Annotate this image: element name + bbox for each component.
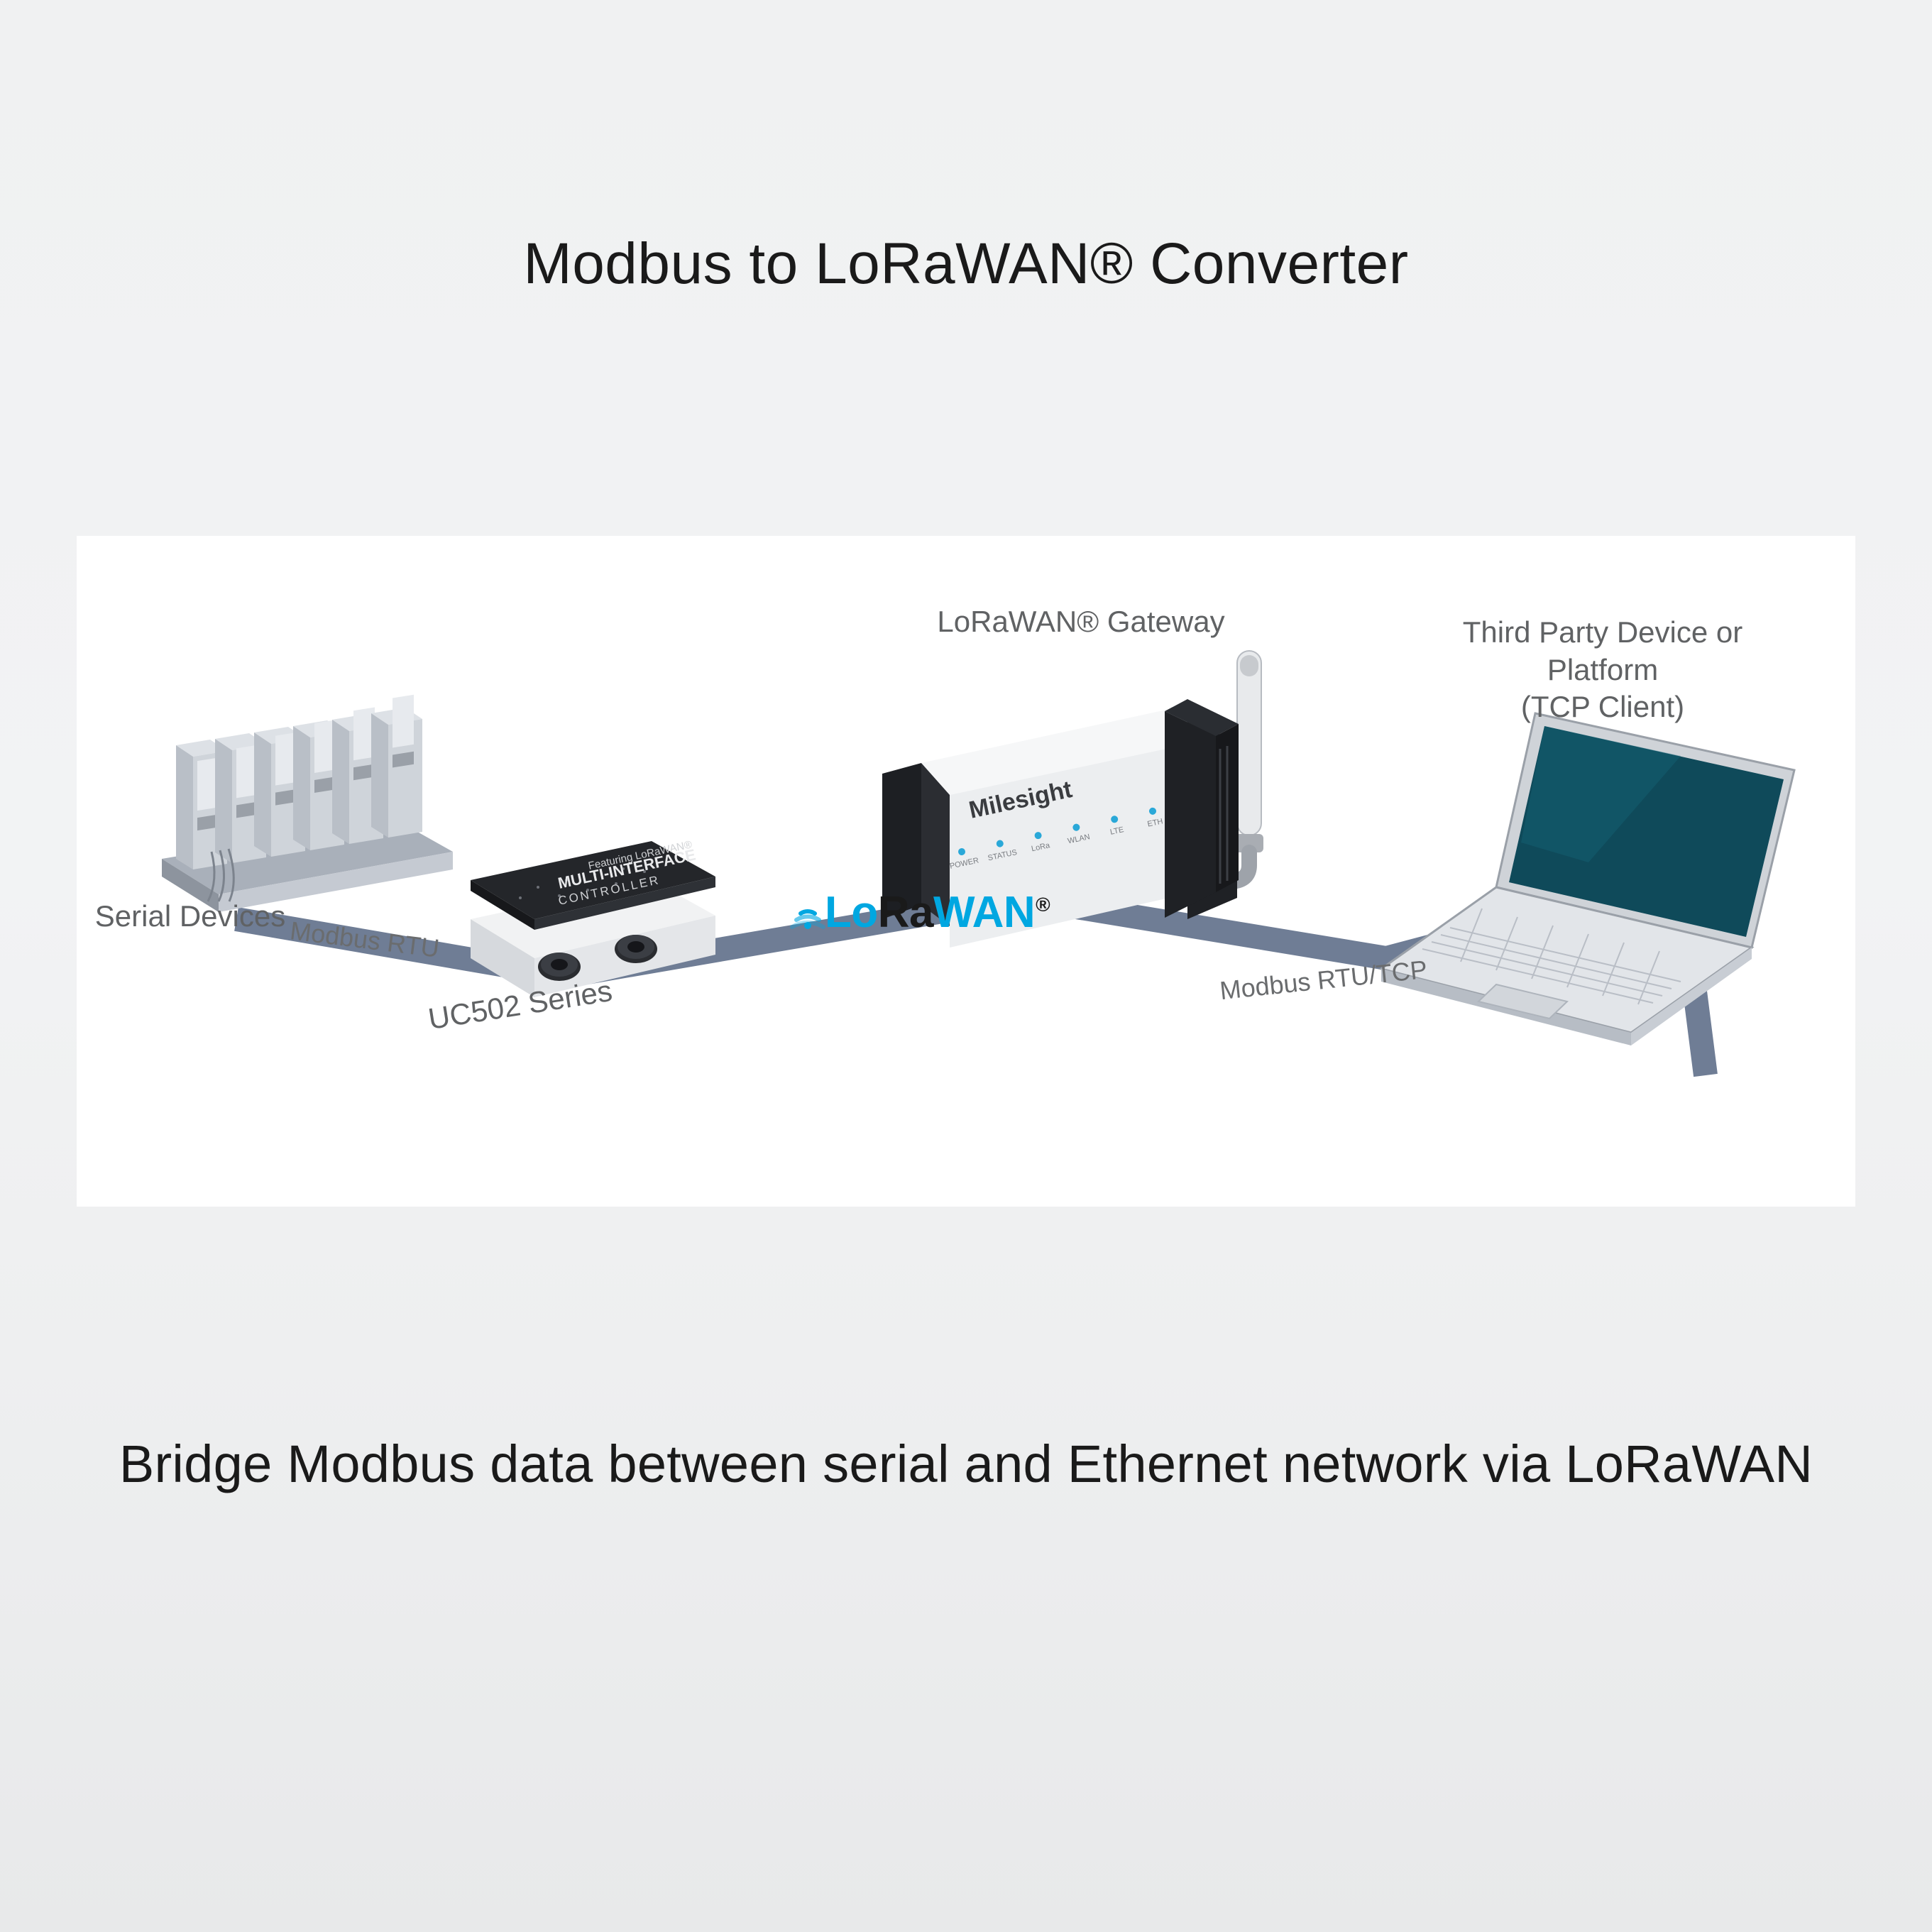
client-label: Third Party Device or Platform(TCP Clien… <box>1404 614 1801 726</box>
serial-devices-label: Serial Devices <box>91 898 290 935</box>
client-node <box>1376 706 1830 1050</box>
page-title: Modbus to LoRaWAN® Converter <box>0 231 1932 297</box>
gateway-label: LoRaWAN® Gateway <box>928 603 1234 641</box>
laptop-icon <box>1376 706 1830 1047</box>
lorawan-badge: LoRaWAN® <box>786 887 1050 938</box>
page-subtitle: Bridge Modbus data between serial and Et… <box>0 1434 1932 1494</box>
plc-icon <box>162 667 453 923</box>
wireless-icon <box>786 891 829 933</box>
serial-devices-node <box>162 667 453 926</box>
diagram-panel: Serial Devices Featuring LoRaWAN® MULTI-… <box>77 536 1855 1207</box>
gateway-icon: Milesight POWERSTATUSLoRaWLANLTEETH <box>882 642 1329 997</box>
gateway-node: Milesight POWERSTATUSLoRaWLANLTEETH <box>882 642 1329 1001</box>
